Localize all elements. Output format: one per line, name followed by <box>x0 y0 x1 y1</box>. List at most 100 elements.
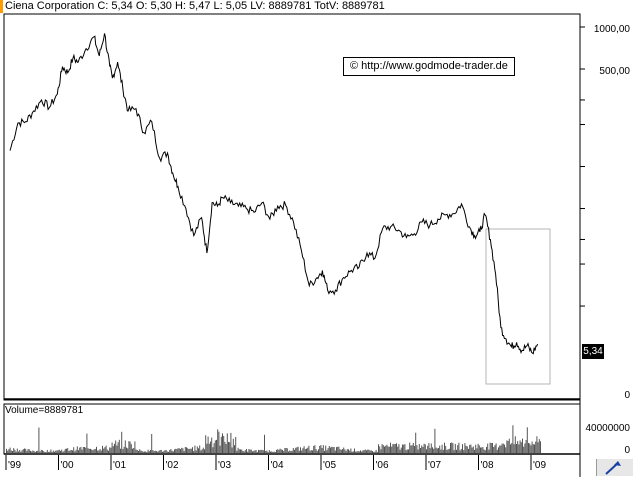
volume-bar <box>456 449 457 453</box>
volume-bar <box>457 445 459 453</box>
volume-bar <box>386 444 388 453</box>
volume-bar <box>506 440 508 453</box>
volume-bar <box>86 433 88 453</box>
volume-bar <box>452 443 454 453</box>
volume-bar <box>500 445 502 453</box>
volume-bar <box>511 443 513 453</box>
volume-bar <box>200 450 202 453</box>
volume-bar <box>414 446 415 453</box>
volume-bar <box>220 436 222 453</box>
volume-bar <box>346 449 348 453</box>
volume-bar <box>428 443 430 453</box>
volume-bar <box>531 441 533 453</box>
volume-bar <box>114 443 115 453</box>
volume-bar <box>364 449 366 453</box>
volume-bar <box>486 446 487 453</box>
volume-bar <box>470 444 472 453</box>
volume-bar <box>198 448 199 453</box>
volume-bar <box>250 449 252 453</box>
volume-bar <box>523 446 525 453</box>
volume-bar <box>529 443 531 453</box>
volume-bar <box>187 448 189 453</box>
volume-bar <box>68 450 70 453</box>
price-series-line <box>9 33 539 355</box>
volume-bar <box>130 444 132 453</box>
volume-bar <box>429 448 431 453</box>
volume-bar <box>38 427 40 453</box>
volume-bar <box>495 443 497 453</box>
volume-bar <box>27 449 29 453</box>
volume-bar <box>98 450 100 453</box>
volume-bar <box>177 448 179 453</box>
volume-bar <box>478 445 480 453</box>
volume-bar <box>82 447 84 453</box>
volume-bar <box>232 438 234 453</box>
volume-bar <box>300 447 301 453</box>
volume-bar <box>60 450 61 453</box>
draw-tool-button[interactable] <box>596 459 633 476</box>
arrow-icon <box>605 461 621 475</box>
quote-header: Ciena Corporation C: 5,34 O: 5,30 H: 5,4… <box>0 0 633 14</box>
volume-bar <box>325 445 327 453</box>
volume-bar <box>424 444 426 453</box>
volume-bar <box>9 447 11 453</box>
volume-bar <box>498 447 499 453</box>
volume-bar <box>105 445 107 453</box>
volume-bar <box>6 448 7 453</box>
volume-bar <box>20 451 22 453</box>
volume-bar <box>16 448 18 453</box>
volume-bar <box>124 440 126 453</box>
volume-bar <box>159 450 161 453</box>
watermark-link[interactable]: © http://www.godmode-trader.de <box>343 57 515 76</box>
volume-bar <box>354 448 355 453</box>
volume-bar <box>135 449 137 453</box>
volume-bar <box>108 450 109 453</box>
volume-bar <box>244 450 246 453</box>
volume-bar <box>492 443 493 453</box>
volume-bar <box>484 450 486 453</box>
volume-bar <box>194 445 196 453</box>
volume-bar <box>31 451 33 453</box>
volume-bar <box>519 440 521 453</box>
volume-bar <box>230 432 232 453</box>
volume-bar <box>162 451 163 453</box>
volume-bar <box>309 450 311 453</box>
volume-bar <box>139 449 141 453</box>
volume-bar <box>217 429 219 453</box>
volume-bar <box>265 451 267 453</box>
volume-bar <box>314 445 316 453</box>
volume-bar <box>427 445 429 453</box>
volume-bar <box>394 444 396 453</box>
volume-bar <box>78 450 79 453</box>
volume-bar <box>70 450 72 453</box>
volume-bar <box>439 445 441 453</box>
volume-bar <box>356 451 358 453</box>
volume-bar <box>450 443 451 453</box>
volume-bar <box>199 445 201 453</box>
volume-bar <box>465 445 467 453</box>
volume-bar <box>273 451 275 453</box>
volume-bar <box>375 449 377 453</box>
volume-bar <box>333 447 335 453</box>
volume-bar <box>193 451 195 453</box>
volume-bar <box>412 443 414 453</box>
volume-bar <box>97 450 99 453</box>
volume-bar <box>180 449 181 453</box>
volume-bar <box>528 442 529 453</box>
volume-bar <box>328 446 330 453</box>
volume-bar <box>430 443 432 453</box>
volume-bar <box>307 447 309 453</box>
y-tick-1000: 1000,00 <box>594 24 631 35</box>
volume-bar <box>234 445 235 453</box>
volume-bar <box>422 447 424 453</box>
volume-bar <box>280 449 282 453</box>
volume-bar <box>118 439 120 453</box>
volume-bar <box>163 451 165 453</box>
volume-bar <box>504 444 505 453</box>
volume-bar <box>373 452 375 453</box>
volume-bar <box>264 434 265 453</box>
volume-bar <box>379 446 381 453</box>
volume-bar <box>488 449 490 453</box>
volume-bar <box>151 434 153 453</box>
